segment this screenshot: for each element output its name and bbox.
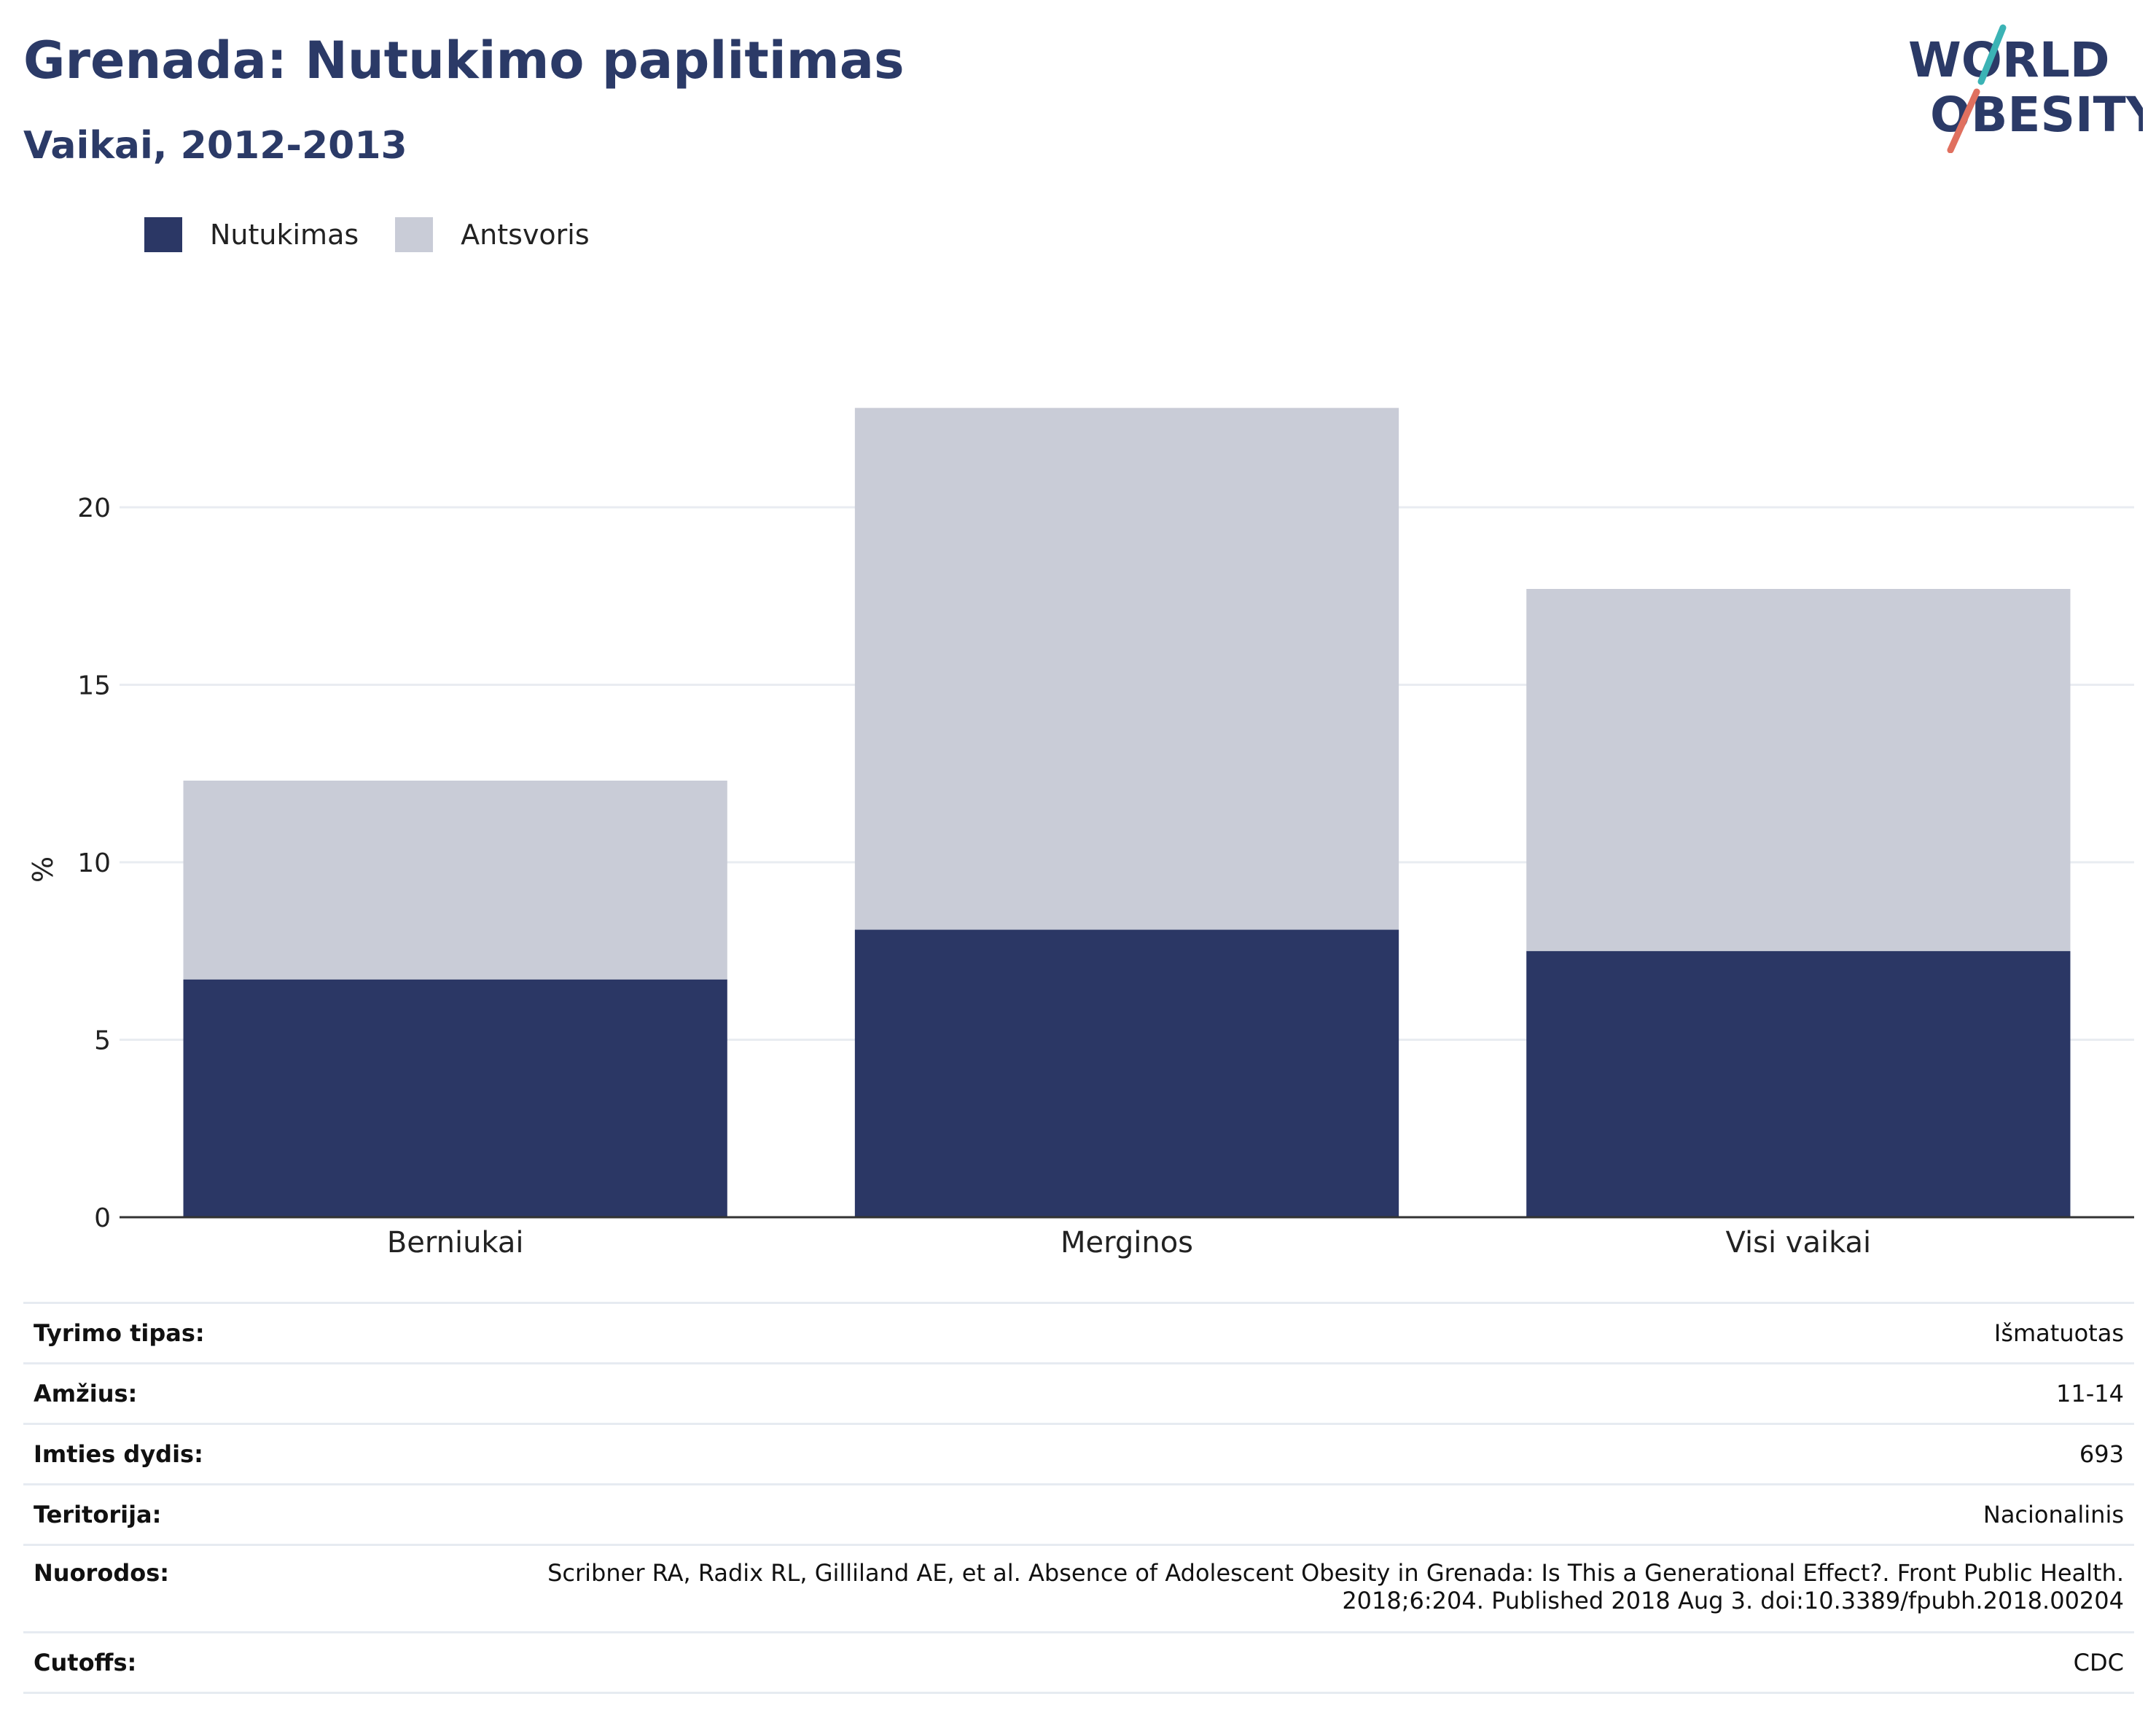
info-row-survey-type: Tyrimo tipas: Išmatuotas [23,1302,2134,1362]
x-tick-label: Visi vaikai [1726,1226,1872,1260]
world-obesity-logo: WORLD OBESITY [1908,24,2143,153]
logo-slash-red [1947,88,1980,153]
info-key: Imties dydis: [34,1440,203,1468]
info-row-age: Amžius: 11-14 [23,1362,2134,1423]
info-value: Išmatuotas [1993,1319,2124,1347]
info-key: Tyrimo tipas: [34,1319,205,1347]
chart-subtitle: Vaikai, 2012-2013 [23,124,407,168]
info-value: 693 [2079,1440,2124,1468]
x-tick-label: Merginos [1061,1226,1193,1260]
legend-swatch-obesity [144,217,182,252]
info-value: CDC [2073,1649,2124,1676]
logo-slash-teal [1977,24,2007,85]
legend-swatch-overweight [395,217,434,252]
info-row-references: Nuorodos: Scribner RA, Radix RL, Gillila… [23,1544,2134,1631]
y-tick-label: 0 [94,1203,111,1233]
legend-item-obesity: Nutukimas [144,217,359,252]
bar-obesity [854,929,1399,1217]
info-value: Nacionalinis [1983,1501,2124,1528]
legend-label-obesity: Nutukimas [210,219,359,251]
bar-obesity [183,979,727,1217]
info-row-territory: Teritorija: Nacionalinis [23,1483,2134,1544]
logo-word-1: WORLD [1908,32,2110,88]
bar-obesity [1526,950,2071,1217]
bar-overweight [854,407,1399,930]
info-value-references: Scribner RA, Radix RL, Gilliland AE, et … [547,1559,2124,1614]
y-axis-label: % [27,856,59,883]
info-value: 11-14 [2056,1380,2124,1407]
info-row-sample-size: Imties dydis: 693 [23,1423,2134,1483]
y-tick-label: 15 [77,671,111,701]
reference-line-1: Scribner RA, Radix RL, Gilliland AE, et … [547,1559,2124,1587]
info-key: Cutoffs: [34,1649,137,1676]
x-tick-label: Berniukai [387,1226,524,1260]
y-tick-label: 5 [94,1026,111,1056]
logo-word-2: OBESITY [1930,87,2143,143]
bar-overweight [1526,589,2071,951]
bar-overweight [183,780,727,980]
y-tick-label: 10 [77,848,111,878]
legend-label-overweight: Antsvoris [461,219,590,251]
study-info-table: Tyrimo tipas: Išmatuotas Amžius: 11-14 I… [23,1302,2134,1694]
stacked-bar-chart: 0 5 10 15 20% Berniukai Merginos Visi vaikai [27,407,2134,1260]
info-key: Nuorodos: [34,1559,170,1587]
chart-legend: Nutukimas Antsvoris [144,217,626,252]
info-row-cutoffs: Cutoffs: CDC [23,1631,2134,1694]
y-tick-label: 20 [77,493,111,523]
reference-line-2: 2018;6:204. Published 2018 Aug 3. doi:10… [1342,1587,2124,1614]
info-key: Amžius: [34,1380,138,1407]
chart-title: Grenada: Nutukimo paplitimas [23,31,905,90]
legend-item-overweight: Antsvoris [395,217,590,252]
info-key: Teritorija: [34,1501,162,1528]
